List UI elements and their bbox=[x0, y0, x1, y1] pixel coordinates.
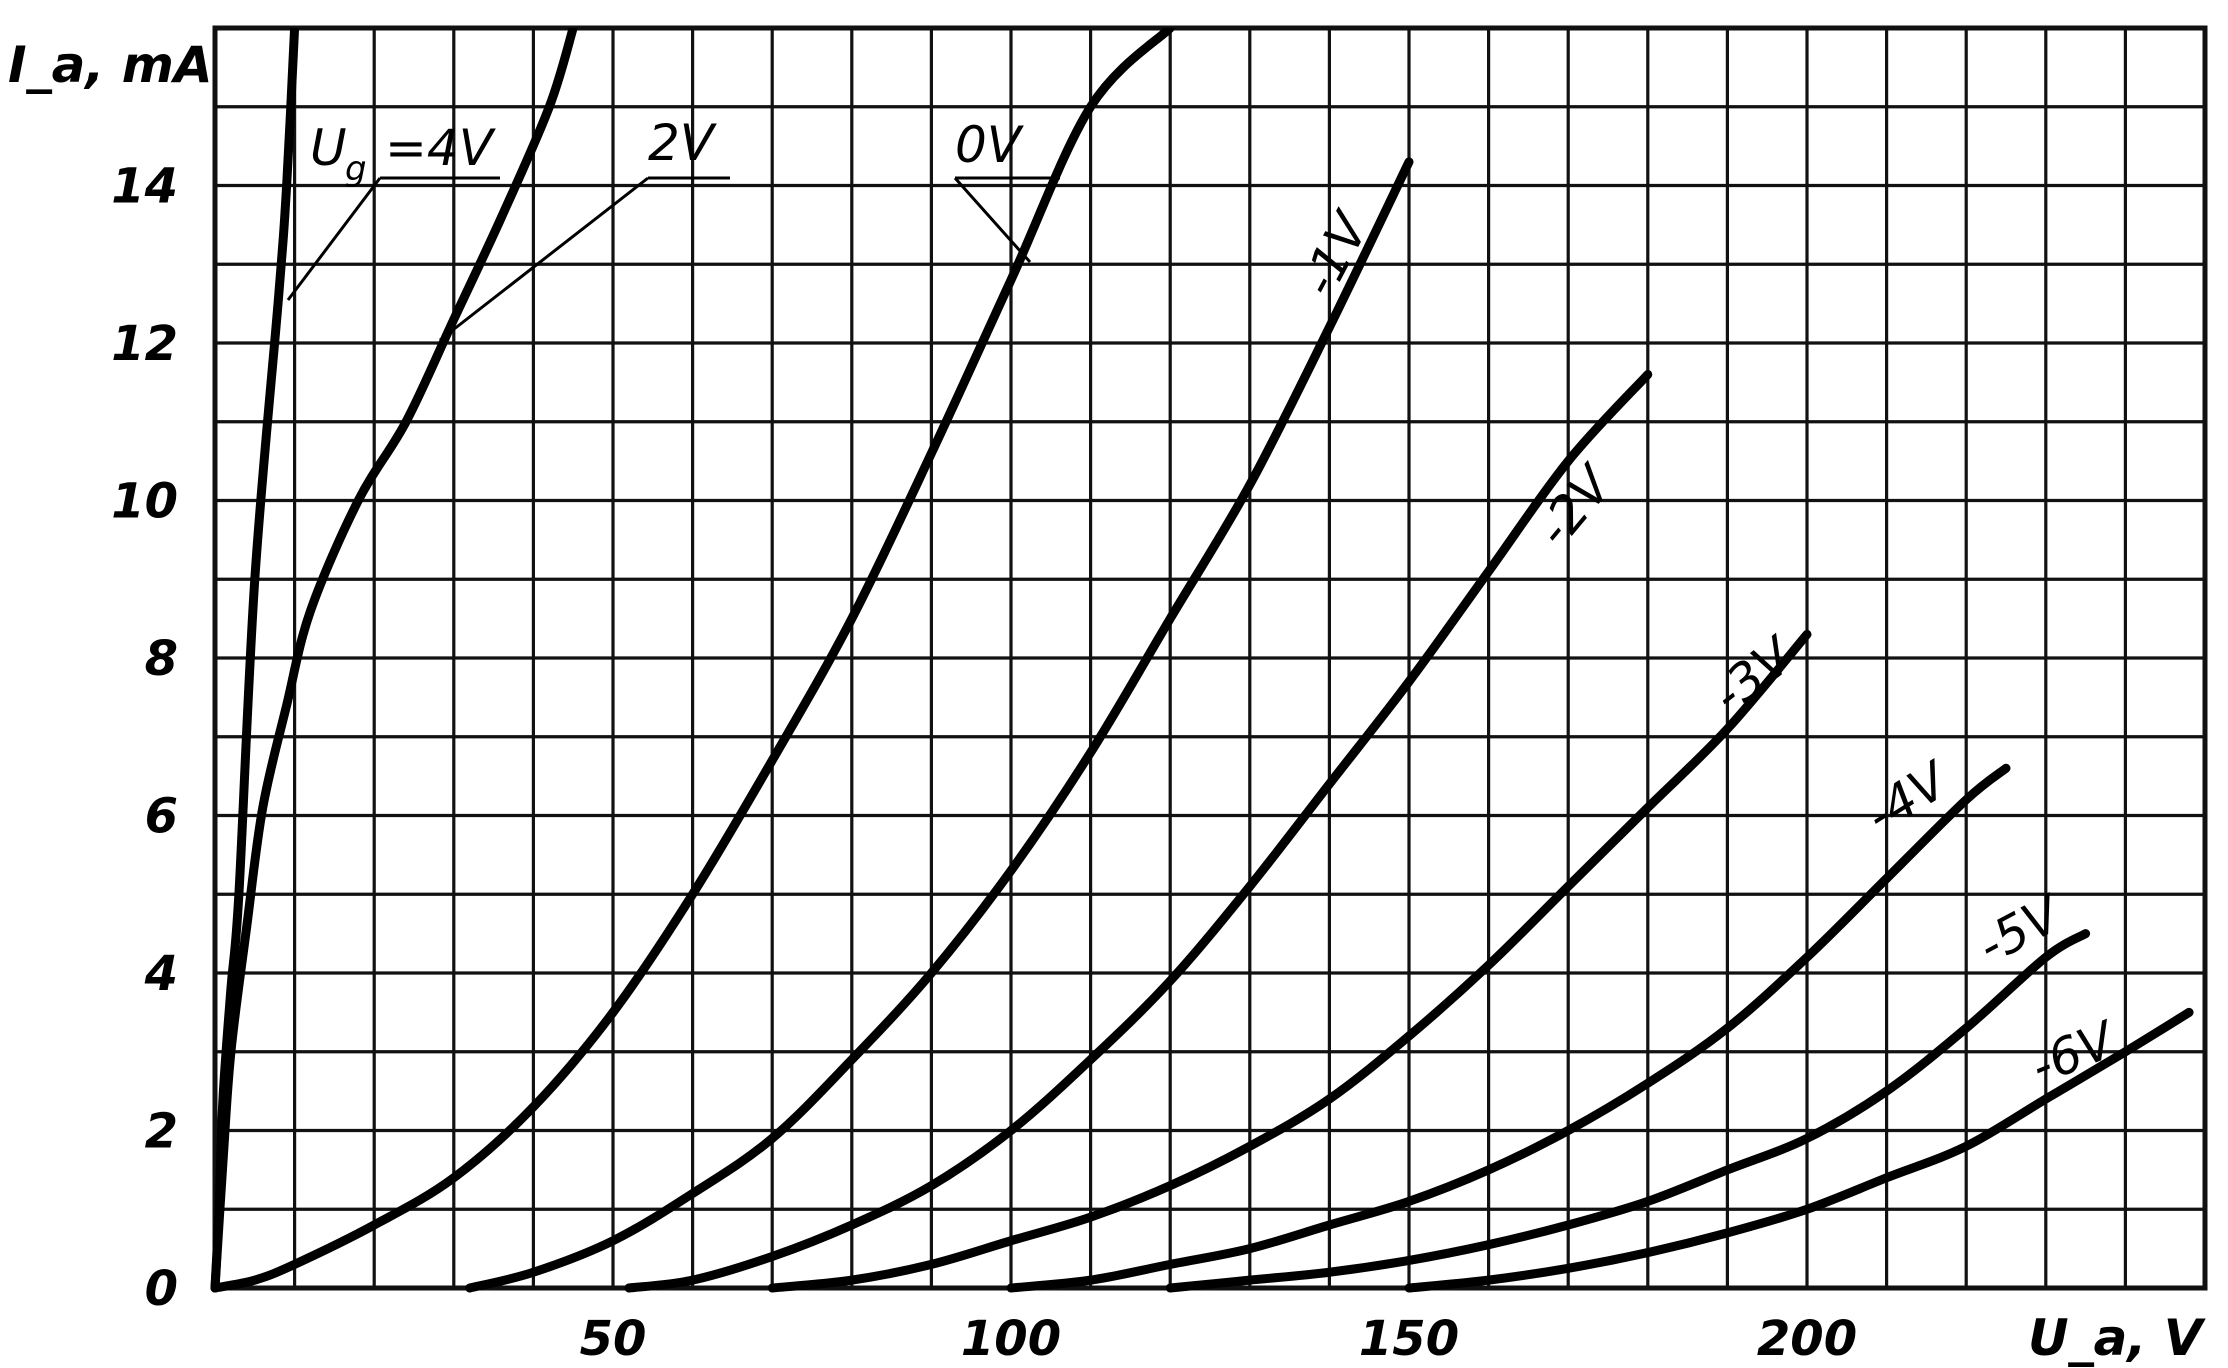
curve-ug--4v bbox=[1006, 763, 2011, 1293]
grid bbox=[212, 25, 2208, 1291]
curve-label: 2V bbox=[648, 114, 718, 172]
label-leader-line bbox=[286, 176, 500, 301]
curve-label: -5V bbox=[1968, 883, 2073, 975]
x-tick-label: 200 bbox=[1757, 1311, 1857, 1367]
y-tick-labels: 0 2 4 6 8 10 12 14 bbox=[111, 159, 178, 1318]
y-tick-label: 8 bbox=[145, 631, 178, 687]
y-tick-label: 10 bbox=[111, 474, 178, 530]
x-tick-label: 150 bbox=[1359, 1311, 1459, 1367]
curve-ug--5v bbox=[1165, 929, 2091, 1293]
curve-label: -4V bbox=[1856, 749, 1961, 845]
curve-label: -2V bbox=[1525, 453, 1626, 558]
y-tick-label: 4 bbox=[144, 946, 178, 1002]
x-axis-label: U_a, V bbox=[2028, 1309, 2206, 1367]
curve-label: -3V bbox=[1702, 625, 1807, 725]
y-tick-label: 2 bbox=[145, 1104, 178, 1160]
y-tick-label: 0 bbox=[145, 1261, 178, 1317]
curve-label: 0V bbox=[955, 116, 1025, 174]
x-tick-label: 50 bbox=[580, 1311, 647, 1367]
curve-ug-2v bbox=[210, 28, 578, 1293]
y-tick-label: 6 bbox=[145, 789, 178, 845]
curve-ug--6v bbox=[1404, 1007, 2194, 1293]
curve-label-ug-subscript: g bbox=[345, 149, 367, 189]
curve-label: -6V bbox=[2023, 1009, 2126, 1096]
curve-ug--3v bbox=[767, 629, 1812, 1293]
label-leader-line bbox=[953, 176, 1060, 263]
curve-label: =4V bbox=[385, 119, 497, 177]
curve-ug--1v bbox=[465, 157, 1414, 1293]
x-tick-label: 100 bbox=[961, 1311, 1061, 1367]
curve-label-ug-prefix: U bbox=[310, 119, 347, 177]
label-leader-line bbox=[439, 176, 730, 342]
characteristic-curves bbox=[210, 28, 2194, 1293]
curve-ug-0v bbox=[210, 28, 1175, 1293]
y-tick-label: 12 bbox=[111, 316, 178, 372]
label-leader-lines bbox=[286, 176, 1060, 342]
curve-ug--2v bbox=[624, 370, 1653, 1293]
curve-label: -1V bbox=[1289, 201, 1381, 306]
x-tick-labels: 50 100 150 200 bbox=[580, 1311, 1858, 1367]
y-axis-label: I_a, mA bbox=[8, 36, 213, 94]
y-tick-label: 14 bbox=[111, 159, 178, 215]
curve-labels: =4V 2V 0V -1V -2V -3V -4V-5V -6V Ug bbox=[310, 114, 2126, 1096]
